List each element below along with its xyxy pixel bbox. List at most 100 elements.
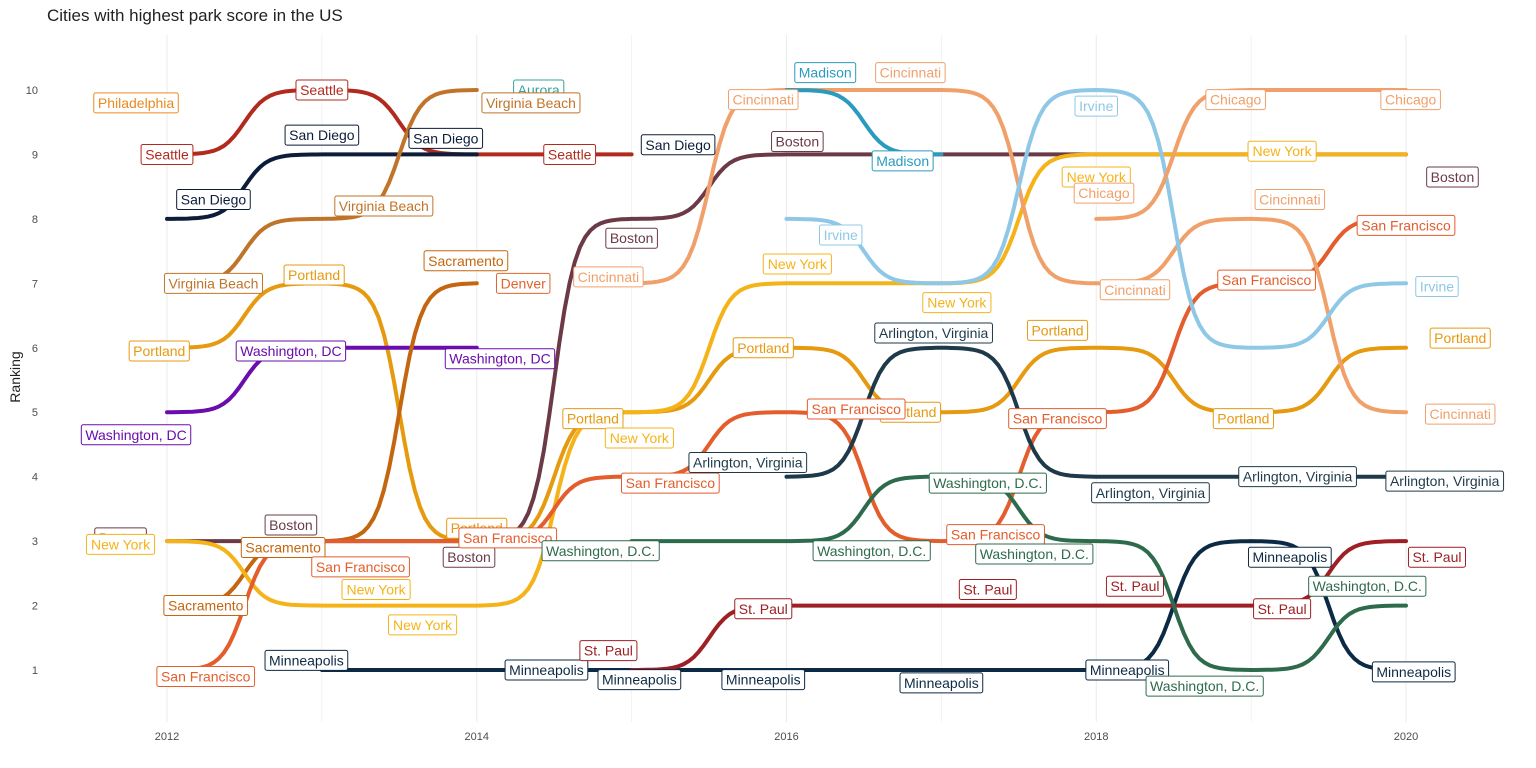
series-label: San Francisco xyxy=(1356,214,1456,236)
x-tick-label: 2018 xyxy=(1084,731,1108,743)
series-label-box xyxy=(721,669,806,691)
series-label-text: Virginia Beach xyxy=(339,198,429,214)
series-label: San Diego xyxy=(176,189,251,211)
series-label-text: Minneapolis xyxy=(1376,664,1451,680)
series-label-text: Washington, DC xyxy=(85,427,186,443)
series-label-box xyxy=(444,348,556,370)
series-label-text: Virginia Beach xyxy=(486,95,576,111)
series-label-text: Cincinnati xyxy=(733,92,794,108)
series-label-text: Arlington, Virginia xyxy=(693,454,803,470)
series-label-text: Cincinnati xyxy=(1104,282,1165,298)
series-label: Seattle xyxy=(140,143,194,165)
series-label: Boston xyxy=(771,131,824,153)
series-label: Washington, DC xyxy=(444,348,556,370)
series-label: Portland xyxy=(283,264,345,286)
series-label-text: San Francisco xyxy=(811,401,901,417)
series-label-box xyxy=(922,292,992,314)
series-label: St. Paul xyxy=(1105,575,1164,597)
series-label: St. Paul xyxy=(579,640,638,662)
series-label-box xyxy=(1091,482,1210,504)
series-label: New York xyxy=(387,614,458,636)
series-label: Sacramento xyxy=(240,537,326,559)
series-label-box xyxy=(573,266,644,288)
series-label-box xyxy=(264,514,318,536)
y-tick-label: 9 xyxy=(32,149,38,161)
series-label-box xyxy=(156,665,256,687)
series-label-box xyxy=(1426,166,1479,188)
axis-layer: Ranking 2012 2014 2016 2018 2020 1 2 3 4 5 6 7 8 9 10 xyxy=(7,85,1418,743)
series-line-cincinnati xyxy=(629,88,1408,415)
series-label-box xyxy=(495,272,551,294)
series-label-text: Washington, D.C. xyxy=(933,475,1042,491)
series-label-text: San Francisco xyxy=(1222,272,1312,288)
series-label-box xyxy=(620,472,720,494)
series-label: Denver xyxy=(495,272,551,294)
series-label: Minneapolis xyxy=(504,659,589,681)
series-label-box xyxy=(1074,95,1118,117)
series-label-text: San Francisco xyxy=(951,527,1041,543)
series-label-box xyxy=(1085,659,1170,681)
series-line-minneapolis xyxy=(319,539,1408,672)
series-label-text: New York xyxy=(927,295,987,311)
series-label: Minneapolis xyxy=(1085,659,1170,681)
series-label: Portland xyxy=(732,337,794,359)
series-label: Irvine xyxy=(1415,276,1459,298)
series-label: Madison xyxy=(871,150,934,172)
series-label: Irvine xyxy=(1074,95,1118,117)
series-label-text: San Diego xyxy=(289,127,355,143)
series-label-text: Minneapolis xyxy=(1090,662,1165,678)
series-label-text: St. Paul xyxy=(584,643,633,659)
series-label-text: Cincinnati xyxy=(1259,192,1320,208)
series-label-text: New York xyxy=(347,581,407,597)
series-label: St. Paul xyxy=(734,598,793,620)
chart-title: Cities with highest park score in the US xyxy=(47,6,343,25)
y-tick-label: 5 xyxy=(32,407,38,419)
series-label-text: New York xyxy=(768,256,828,272)
series-label: Washington, D.C. xyxy=(928,472,1047,494)
series-label-text: San Francisco xyxy=(626,475,716,491)
series-label: Sacramento xyxy=(163,595,249,617)
series-label-text: Boston xyxy=(447,549,491,565)
series-label: San Francisco xyxy=(946,524,1045,546)
series-label-text: Portland xyxy=(567,411,619,427)
series-label-text: Minneapolis xyxy=(726,672,801,688)
series-label: Boston xyxy=(442,546,496,568)
series-label: San Francisco xyxy=(1008,408,1107,430)
series-label: St. Paul xyxy=(958,578,1017,600)
series-label-text: Minneapolis xyxy=(269,652,344,668)
series-label-text: Sacramento xyxy=(245,540,321,556)
series-label-box xyxy=(1238,466,1357,488)
series-label-box xyxy=(334,195,434,217)
series-label-box xyxy=(93,92,179,114)
y-tick-label: 10 xyxy=(26,85,38,97)
label-layer: Seattle Seattle Seattle Philadelphia San Die… xyxy=(80,62,1505,697)
series-label-text: Portland xyxy=(737,340,789,356)
series-label-box xyxy=(728,89,799,111)
series-label-box xyxy=(541,540,660,562)
series-label-box xyxy=(140,143,194,165)
series-label-box xyxy=(311,556,410,578)
series-label-box xyxy=(458,527,558,549)
series-label-box xyxy=(604,427,674,449)
series-label-box xyxy=(387,614,458,636)
series-label: Chicago xyxy=(1205,89,1266,111)
series-label: Cincinnati xyxy=(728,89,799,111)
series-label-text: New York xyxy=(91,536,151,552)
series-label-text: Cincinnati xyxy=(1429,406,1490,422)
series-label: Washington, D.C. xyxy=(975,543,1094,565)
series-label-text: Portland xyxy=(1217,411,1269,427)
x-tick-label: 2020 xyxy=(1394,731,1418,743)
series-label-text: Madison xyxy=(876,153,929,169)
series-label-text: Irvine xyxy=(824,227,858,243)
series-label: New York xyxy=(341,578,411,600)
series-label-text: Minneapolis xyxy=(602,672,677,688)
series-label: Cincinnati xyxy=(1424,403,1496,425)
series-label: Chicago xyxy=(1073,182,1135,204)
series-label-text: Seattle xyxy=(300,82,344,98)
series-label: Philadelphia xyxy=(93,92,179,114)
series-line-san-francisco xyxy=(165,216,1408,672)
series-label-box xyxy=(871,150,934,172)
series-label-text: Washington, DC xyxy=(240,343,341,359)
series-label: San Diego xyxy=(408,127,484,149)
series-label-text: Boston xyxy=(610,230,654,246)
